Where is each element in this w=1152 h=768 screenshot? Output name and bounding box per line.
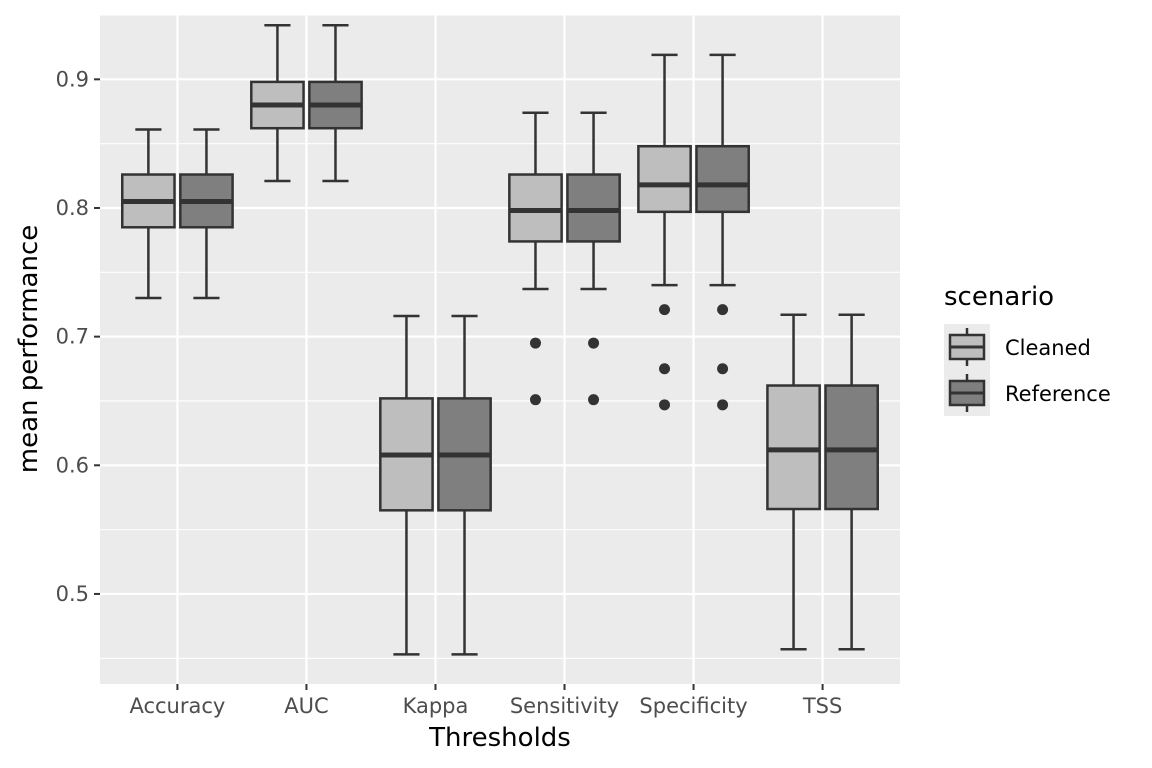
box-iqr: [766, 384, 821, 511]
box-tss-cleaned: [766, 313, 821, 651]
box-iqr: [637, 144, 692, 214]
legend-key-cleaned: [944, 324, 990, 370]
y-tick-label: 0.5: [56, 582, 89, 606]
series-cleaned: [121, 24, 821, 656]
box-sensitivity-reference: [566, 111, 621, 406]
box-iqr: [824, 384, 879, 511]
legend: scenario Cleaned Reference: [944, 282, 1111, 416]
outlier-point: [588, 394, 600, 406]
y-tick-label: 0.7: [56, 325, 89, 349]
outlier-point: [529, 337, 541, 349]
x-axis: Accuracy AUC Kappa Sensitivity Specificity TS…: [129, 684, 842, 718]
box-auc-cleaned: [250, 24, 305, 183]
box-tss-reference: [824, 313, 879, 651]
box-accuracy-reference: [179, 128, 234, 300]
x-tick-label: Sensitivity: [510, 694, 619, 718]
box-kappa-cleaned: [379, 314, 434, 656]
x-tick-label: Accuracy: [129, 694, 225, 718]
outlier-point: [717, 304, 729, 316]
outlier-point: [659, 363, 671, 375]
box-iqr: [566, 173, 621, 243]
outlier-point: [717, 399, 729, 411]
legend-label-reference: Reference: [1005, 382, 1111, 406]
y-axis: 0.5 0.6 0.7 0.8 0.9: [56, 67, 100, 606]
x-tick-label: Kappa: [403, 694, 469, 718]
y-tick-label: 0.9: [56, 67, 89, 91]
legend-title: scenario: [944, 282, 1054, 312]
box-accuracy-cleaned: [121, 128, 176, 300]
box-series: [121, 24, 879, 656]
box-kappa-reference: [437, 314, 492, 656]
plot-panel: [100, 15, 900, 684]
outlier-point: [659, 304, 671, 316]
x-tick-label: TSS: [802, 694, 843, 718]
x-axis-title: Thresholds: [428, 723, 571, 753]
major-gridlines: [100, 15, 900, 684]
outlier-point: [659, 399, 671, 411]
x-tick-label: AUC: [284, 694, 328, 718]
box-iqr: [508, 173, 563, 243]
box-sensitivity-cleaned: [508, 111, 563, 406]
box-auc-reference: [308, 24, 363, 183]
box-specificity-cleaned: [637, 53, 692, 411]
outlier-point: [588, 337, 600, 349]
legend-key-reference: [944, 370, 990, 416]
series-reference: [179, 24, 879, 656]
x-tick-label: Specificity: [639, 694, 747, 718]
y-axis-title: mean performance: [14, 225, 44, 474]
y-tick-label: 0.6: [56, 453, 89, 477]
outlier-point: [529, 394, 541, 406]
outlier-point: [717, 363, 729, 375]
box-iqr: [695, 144, 750, 214]
box-specificity-reference: [695, 53, 750, 411]
minor-gridlines: [100, 14, 900, 659]
legend-label-cleaned: Cleaned: [1005, 336, 1091, 360]
y-tick-label: 0.8: [56, 196, 89, 220]
